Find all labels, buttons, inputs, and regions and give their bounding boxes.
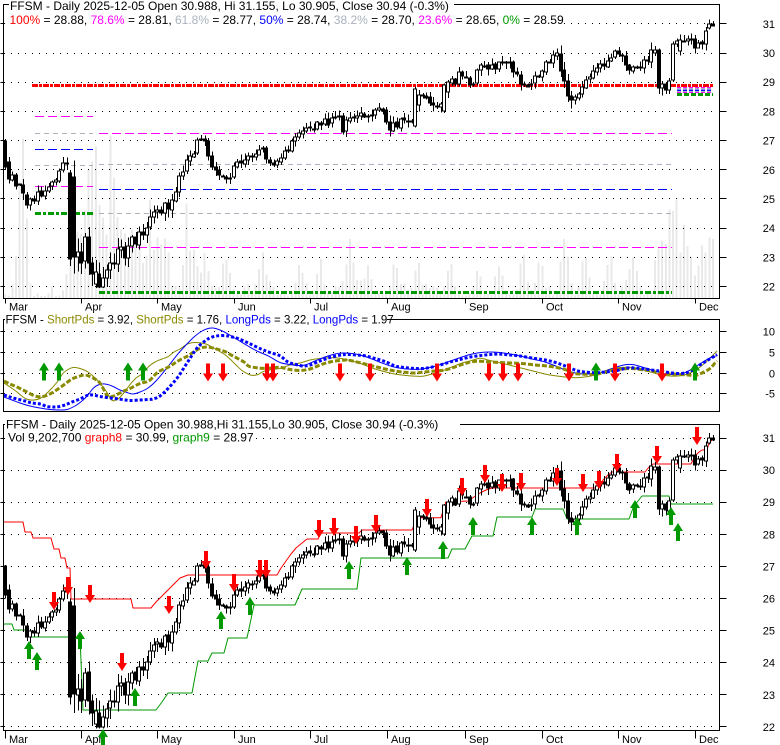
svg-text:30: 30 xyxy=(763,465,775,477)
svg-text:Apr: Apr xyxy=(85,302,102,314)
svg-text:5: 5 xyxy=(769,348,775,360)
svg-text:Jul: Jul xyxy=(314,734,328,745)
svg-text:Nov: Nov xyxy=(622,302,642,314)
svg-text:Jul: Jul xyxy=(314,302,328,314)
svg-text:23: 23 xyxy=(763,252,775,264)
svg-text:Aug: Aug xyxy=(391,302,411,314)
svg-text:May: May xyxy=(161,302,182,314)
svg-text:Sep: Sep xyxy=(469,302,489,314)
svg-text:May: May xyxy=(161,734,182,745)
svg-text:0: 0 xyxy=(769,369,775,381)
svg-text:27: 27 xyxy=(763,561,775,573)
svg-text:31: 31 xyxy=(763,19,775,31)
svg-text:Oct: Oct xyxy=(546,302,563,314)
svg-text:29: 29 xyxy=(763,497,775,509)
svg-text:100% = 28.88, 78.6% = 28.81, 6: 100% = 28.88, 78.6% = 28.81, 61.8% = 28.… xyxy=(10,13,564,27)
svg-text:Jun: Jun xyxy=(238,302,256,314)
svg-text:27: 27 xyxy=(763,136,775,148)
svg-text:Mar: Mar xyxy=(9,302,28,314)
svg-text:Jun: Jun xyxy=(238,734,256,745)
svg-text:28: 28 xyxy=(763,106,775,118)
svg-text:31: 31 xyxy=(763,433,775,445)
svg-text:30: 30 xyxy=(763,48,775,60)
svg-text:25: 25 xyxy=(763,194,775,206)
svg-text:Mar: Mar xyxy=(9,734,28,745)
svg-text:22: 22 xyxy=(763,281,775,293)
svg-text:28: 28 xyxy=(763,529,775,541)
svg-text:26: 26 xyxy=(763,594,775,606)
svg-text:-5: -5 xyxy=(765,388,775,400)
svg-text:FFSM - ShortPds = 3.92, ShortP: FFSM - ShortPds = 3.92, ShortPds = 1.76,… xyxy=(6,315,394,327)
svg-text:24: 24 xyxy=(763,658,775,670)
svg-text:Apr: Apr xyxy=(85,734,102,745)
svg-text:FFSM - Daily 2025-12-05 Open 3: FFSM - Daily 2025-12-05 Open 30.988, Hi … xyxy=(10,0,449,13)
svg-text:23: 23 xyxy=(763,690,775,702)
svg-text:22: 22 xyxy=(763,722,775,734)
svg-text:29: 29 xyxy=(763,77,775,89)
svg-text:Vol 9,202,700 graph8 = 30.99,: Vol 9,202,700 graph8 = 30.99, graph9 = 2… xyxy=(8,431,254,445)
svg-text:Aug: Aug xyxy=(391,734,411,745)
svg-text:FFSM - Daily 2025-12-05 Open 3: FFSM - Daily 2025-12-05 Open 30.988,Hi 3… xyxy=(6,418,438,432)
svg-text:10: 10 xyxy=(763,326,775,338)
svg-text:Dec: Dec xyxy=(699,302,719,314)
svg-text:Sep: Sep xyxy=(469,734,489,745)
svg-text:Nov: Nov xyxy=(622,734,642,745)
svg-text:25: 25 xyxy=(763,626,775,638)
svg-text:26: 26 xyxy=(763,165,775,177)
svg-text:24: 24 xyxy=(763,223,775,235)
svg-text:Oct: Oct xyxy=(546,734,563,745)
svg-text:Dec: Dec xyxy=(699,734,719,745)
